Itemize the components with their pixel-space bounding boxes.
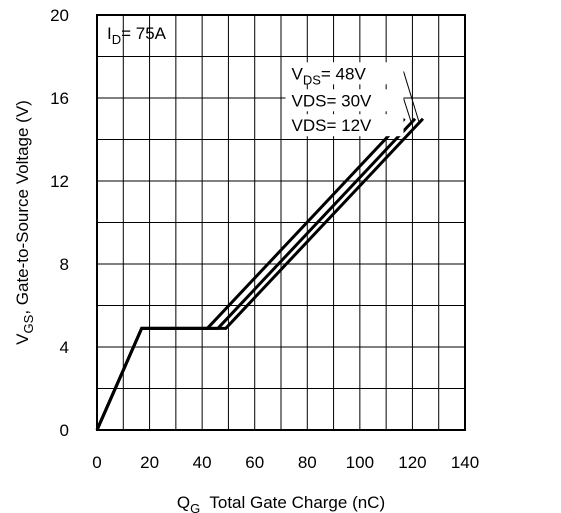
x-tick-label: 120 (398, 453, 426, 472)
plot-frame (96, 14, 466, 431)
series-leader-line (403, 71, 420, 122)
grid (97, 15, 465, 430)
x-tick-label: 0 (92, 453, 101, 472)
x-tick-label: 80 (298, 453, 317, 472)
y-axis-label: VGS, Gate-to-Source Voltage (V) (13, 100, 36, 345)
series-label-bg (285, 89, 404, 112)
y-tick-label: 20 (50, 6, 69, 25)
series-leader-line (403, 98, 412, 122)
series-label-bg (285, 62, 404, 85)
series-line-1 (95, 117, 417, 431)
y-tick-label: 8 (60, 255, 69, 274)
x-tick-label: 60 (245, 453, 264, 472)
x-axis-label: QG Total Gate Charge (nC) (177, 493, 385, 513)
y-tick-label: 12 (50, 172, 69, 191)
y-tick-label: 16 (50, 89, 69, 108)
current-annotation: ID= 75A (107, 24, 167, 47)
x-tick-label: 40 (193, 453, 212, 472)
y-tick-label: 4 (60, 338, 69, 357)
y-tick-label: 0 (60, 421, 69, 440)
series-label-1: VDS= 30V (292, 91, 373, 110)
series-line-2 (95, 117, 406, 431)
series-label-0: VDS= 48V (292, 64, 367, 87)
x-tick-label: 140 (451, 453, 479, 472)
x-tick-label: 100 (346, 453, 374, 472)
series-label-bg (285, 114, 404, 137)
series-label-2: VDS= 12V (292, 116, 373, 135)
x-tick-label: 20 (140, 453, 159, 472)
